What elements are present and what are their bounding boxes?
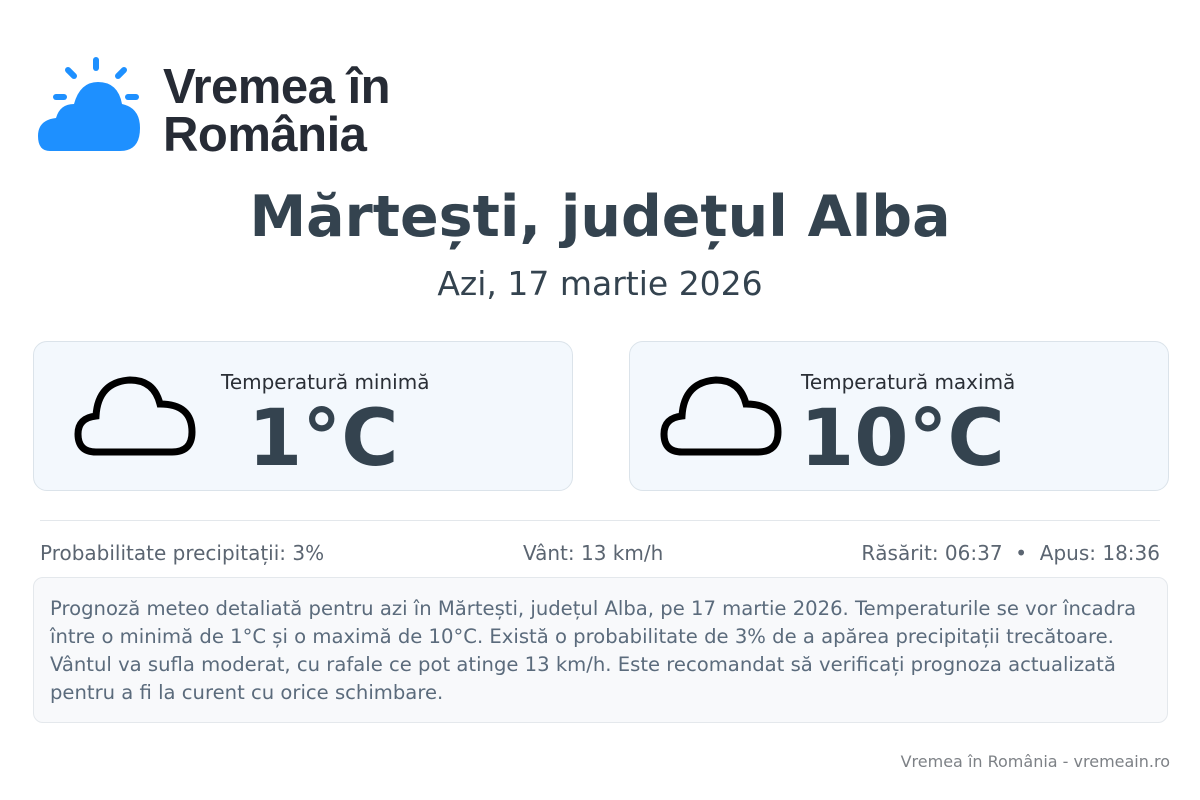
card-label: Temperatură maximă — [801, 370, 1016, 394]
page-title: Mărtești, județul Alba — [249, 184, 951, 250]
max-temp-value: 10°C — [800, 394, 1005, 484]
precipitation-info: Probabilitate precipitații: 3% — [40, 541, 325, 565]
sunrise-sunset-info: Răsărit: 06:37 • Apus: 18:36 — [861, 541, 1160, 565]
sun-cloud-icon — [36, 54, 142, 158]
min-temp-value: 1°C — [248, 394, 399, 484]
logo-text: România — [163, 108, 367, 162]
max-temp-card: Temperatură maximă 10°C — [629, 341, 1169, 491]
card-label: Temperatură minimă — [221, 370, 430, 394]
date-subtitle: Azi, 17 martie 2026 — [437, 264, 763, 303]
cloud-icon — [74, 376, 196, 456]
wind-info: Vânt: 13 km/h — [523, 541, 664, 565]
forecast-description: Prognoză meteo detaliată pentru azi în M… — [33, 577, 1168, 723]
logo-text: Vremea în — [163, 60, 391, 114]
divider — [40, 520, 1160, 521]
min-temp-card: Temperatură minimă 1°C — [33, 341, 573, 491]
footer-credit: Vremea în România - vremeain.ro — [900, 752, 1170, 771]
cloud-icon — [660, 376, 782, 456]
